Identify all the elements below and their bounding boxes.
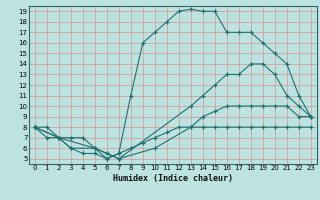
X-axis label: Humidex (Indice chaleur): Humidex (Indice chaleur) bbox=[113, 174, 233, 183]
